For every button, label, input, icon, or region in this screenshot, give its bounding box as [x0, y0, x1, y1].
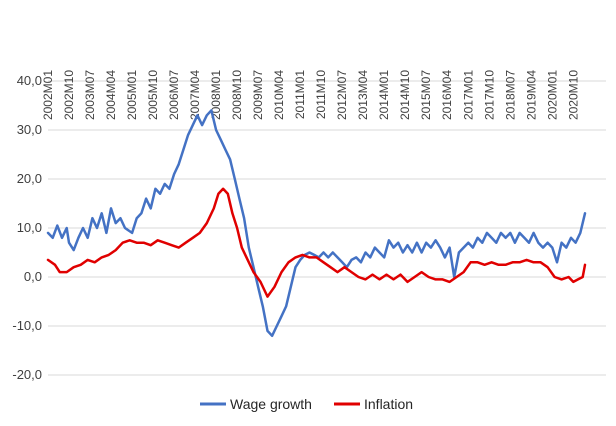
x-tick-label: 2015M07	[419, 70, 433, 120]
x-tick-label: 2017M01	[461, 70, 475, 120]
y-tick-label: -10,0	[12, 318, 42, 333]
legend-label: Wage growth	[230, 396, 312, 412]
x-tick-label: 2006M07	[167, 70, 181, 120]
legend: Wage growth Inflation	[200, 396, 413, 412]
y-tick-label: 0,0	[24, 269, 42, 284]
x-tick-label: 2009M07	[251, 70, 265, 120]
x-tick-label: 2005M01	[125, 70, 139, 120]
series-lines	[46, 109, 587, 338]
x-tick-label: 2008M10	[230, 70, 244, 120]
x-tick-label: 2013M04	[356, 70, 370, 120]
y-tick-label: 20,0	[17, 171, 42, 186]
y-tick-label: 10,0	[17, 220, 42, 235]
series-line-wage-growth	[46, 109, 587, 338]
x-tick-label: 2020M10	[566, 70, 580, 120]
series-line-inflation	[46, 187, 587, 298]
y-tick-label: 40,0	[17, 73, 42, 88]
y-tick-label: 30,0	[17, 122, 42, 137]
x-tick-label: 2003M07	[83, 70, 97, 120]
y-tick-label: -20,0	[12, 367, 42, 382]
x-tick-label: 2020M01	[545, 70, 559, 120]
x-tick-label: 2014M10	[398, 70, 412, 120]
x-tick-label: 2002M10	[62, 70, 76, 120]
x-tick-label: 2016M04	[440, 70, 454, 120]
x-tick-label: 2012M07	[335, 70, 349, 120]
x-tick-label: 2010M04	[272, 70, 286, 120]
x-tick-label: 2018M07	[503, 70, 517, 120]
x-tick-label: 2004M04	[104, 70, 118, 120]
x-tick-label: 2017M10	[482, 70, 496, 120]
x-tick-label: 2014M01	[377, 70, 391, 120]
x-tick-label: 2005M10	[146, 70, 160, 120]
x-tick-label: 2007M04	[188, 70, 202, 120]
y-axis-ticks: -20,0 -10,0 0,0 10,0 20,0 30,0 40,0	[12, 73, 42, 382]
legend-label: Inflation	[364, 396, 413, 412]
x-tick-label: 2011M01	[293, 70, 307, 119]
x-tick-label: 2011M10	[314, 70, 328, 119]
x-tick-label: 2019M04	[524, 70, 538, 120]
x-tick-label: 2002M01	[41, 70, 55, 120]
x-tick-label: 2008M01	[209, 70, 223, 120]
gridlines	[48, 80, 606, 376]
x-axis-ticks: 2002M01 2002M10 2003M07 2004M04 2005M01 2005M…	[41, 70, 580, 120]
